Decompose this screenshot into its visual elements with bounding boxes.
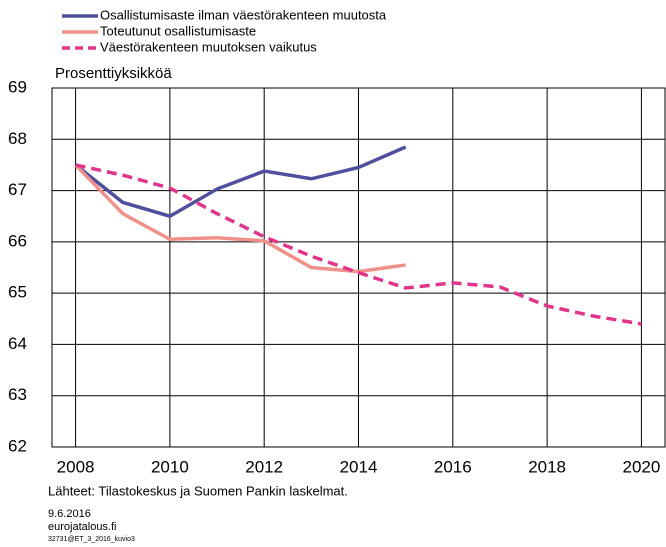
y-tick-label: 64 [8,334,27,353]
site: eurojatalous.fi [48,521,117,533]
source: Lähteet: Tilastokeskus ja Suomen Pankin … [48,483,348,498]
x-tick-label: 2012 [245,457,283,476]
series-line [74,145,407,219]
y-tick-label: 65 [8,283,27,302]
y-tick-label: 67 [8,180,27,199]
y-tick-label: 66 [8,231,27,250]
legend-label: Väestörakenteen muutoksen vaikutus [100,39,317,54]
x-tick-label: 2010 [151,457,189,476]
x-tick-label: 2014 [340,457,378,476]
x-tick-label: 2008 [57,457,95,476]
y-tick-label: 68 [8,129,27,148]
x-tick-label: 2020 [623,457,661,476]
y-tick-label: 69 [8,77,27,96]
plot-frame [51,87,666,448]
x-tick-label: 2018 [528,457,566,476]
legend-label: Osallistumisaste ilman väestörakenteen m… [100,7,387,22]
legend-label: Toteutunut osallistumisaste [100,23,256,38]
series-line [75,163,642,326]
code: 32731@ET_3_2016_kuvio3 [48,536,135,543]
y-tick-label: 62 [8,436,27,455]
date: 9.6.2016 [48,508,91,520]
y-tick-label: 63 [8,385,27,404]
x-tick-label: 2016 [434,457,472,476]
y-axis-label: Prosenttiyksikköä [55,65,172,82]
